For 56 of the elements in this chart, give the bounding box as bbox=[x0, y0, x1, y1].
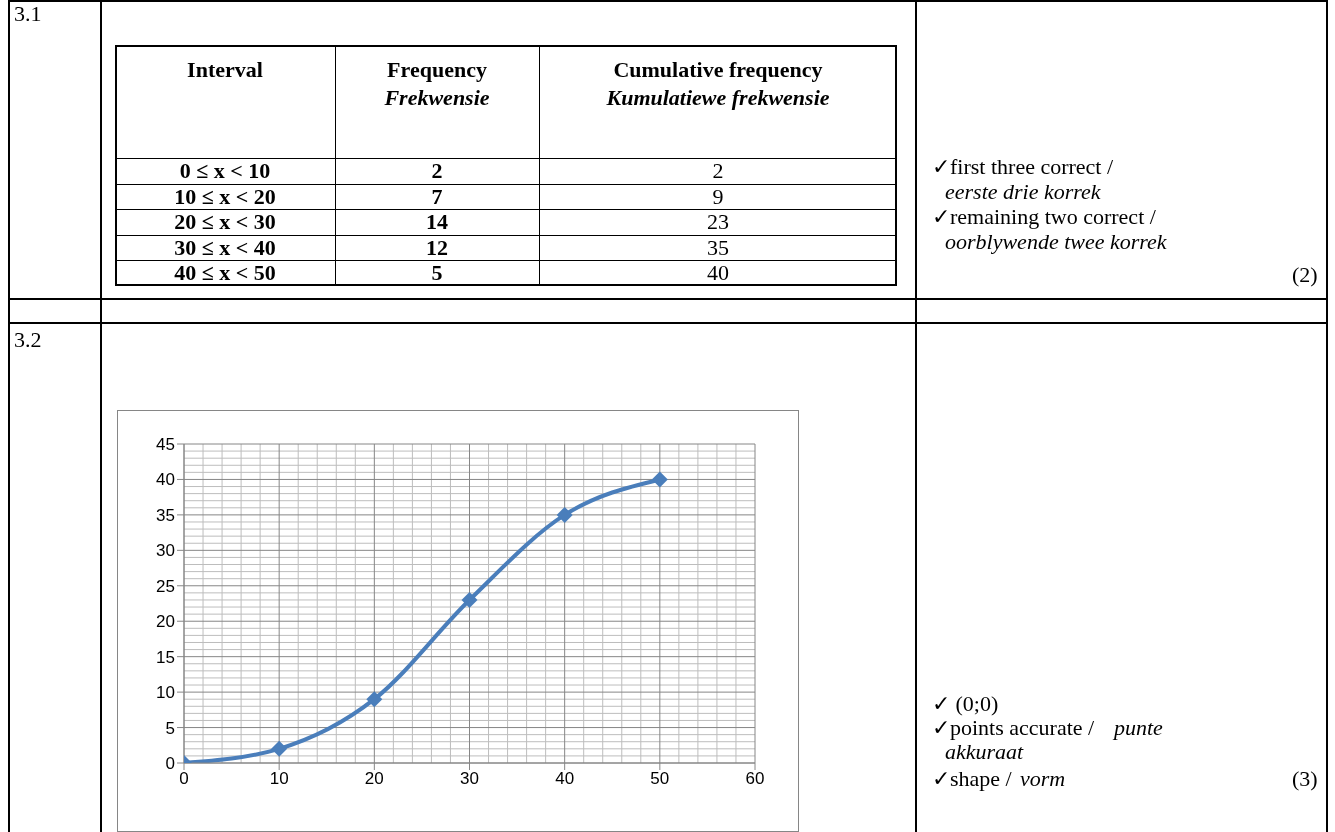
text: 10 ≤ x < 20 bbox=[173, 183, 277, 210]
text: ✓shape / bbox=[932, 766, 1012, 791]
text: 0 ≤ x < 10 bbox=[178, 158, 272, 184]
point bbox=[461, 591, 478, 608]
text: 9 bbox=[711, 183, 725, 210]
text: ✓remaining two correct / bbox=[932, 204, 1156, 229]
text: 3.1 bbox=[14, 1, 42, 26]
y-tick-label: 20 bbox=[156, 612, 175, 632]
text: 7 bbox=[430, 183, 444, 210]
text: akkuraat bbox=[945, 739, 1024, 764]
text: Frekwensie bbox=[383, 85, 491, 110]
x-tick-label: 40 bbox=[555, 769, 575, 789]
y-tick-label: 30 bbox=[156, 541, 175, 561]
text: 2 bbox=[430, 158, 444, 184]
text: Kumulatiewe frekwensie bbox=[605, 85, 831, 110]
y-tick-label: 35 bbox=[156, 505, 175, 525]
text: ✓first three correct / bbox=[932, 154, 1114, 179]
text: 20 ≤ x < 30 bbox=[173, 209, 277, 235]
text: (3) bbox=[1292, 766, 1318, 791]
point bbox=[556, 506, 573, 523]
text: Frequency bbox=[386, 57, 488, 82]
text: 2 bbox=[711, 158, 725, 184]
text: 40 bbox=[706, 260, 730, 286]
text: ✓points accurate / bbox=[932, 715, 1095, 740]
y-tick-label: 45 bbox=[156, 435, 175, 455]
y-tick-label: 15 bbox=[156, 647, 175, 667]
text: 3.2 bbox=[14, 327, 42, 352]
text: 30 ≤ x < 40 bbox=[173, 234, 277, 261]
text: punte bbox=[1114, 715, 1163, 740]
y-tick-label: 0 bbox=[165, 754, 175, 774]
y-tick-label: 40 bbox=[156, 470, 175, 490]
point bbox=[366, 691, 383, 708]
y-tick-label: 25 bbox=[156, 576, 175, 596]
text: eerste drie korrek bbox=[945, 179, 1101, 204]
text: 35 bbox=[706, 234, 730, 261]
y-tick-label: 5 bbox=[165, 718, 175, 738]
text: Interval bbox=[186, 57, 264, 82]
text: 14 bbox=[425, 209, 449, 235]
text: 5 bbox=[430, 260, 444, 286]
x-tick-label: 10 bbox=[269, 769, 289, 789]
x-tick-label: 0 bbox=[179, 769, 189, 789]
text: 40 ≤ x < 50 bbox=[173, 260, 277, 286]
point bbox=[651, 471, 668, 488]
x-tick-label: 30 bbox=[460, 769, 479, 789]
text: ✓ (0;0) bbox=[932, 691, 999, 716]
y-tick-label: 10 bbox=[156, 683, 175, 703]
text: 23 bbox=[706, 209, 730, 235]
text: (2) bbox=[1292, 262, 1318, 287]
text: Cumulative frequency bbox=[612, 57, 824, 82]
x-tick-label: 20 bbox=[364, 769, 384, 789]
text: vorm bbox=[1020, 766, 1066, 791]
x-tick-label: 60 bbox=[745, 769, 765, 789]
text: 12 bbox=[425, 234, 449, 261]
text: oorblywende twee korrek bbox=[945, 229, 1167, 254]
point bbox=[271, 740, 288, 757]
x-tick-label: 50 bbox=[650, 769, 670, 789]
